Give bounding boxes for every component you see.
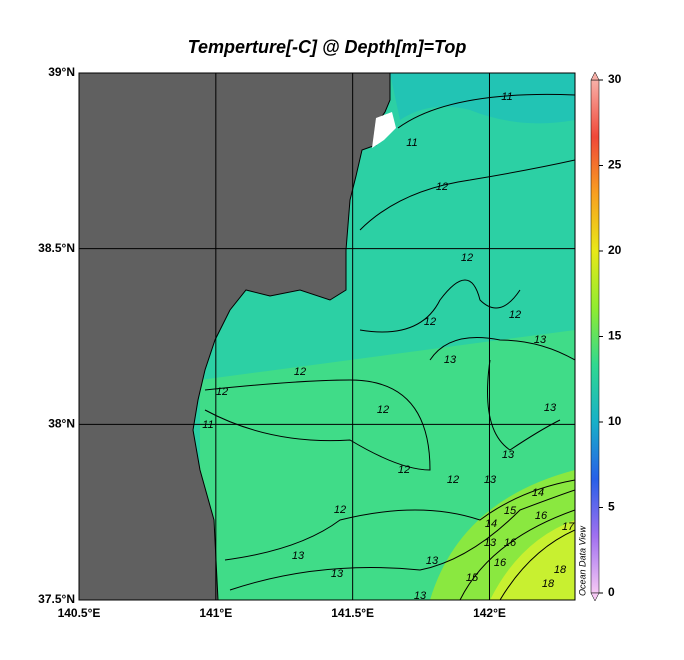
contour-label: 15 [466,572,479,584]
contour-label: 11 [406,137,417,149]
contour-label: 13 [414,590,427,602]
contour-label: 16 [535,510,548,522]
y-tick-label: 38.5°N [38,241,75,255]
colorbar-tick-label: 5 [608,500,615,514]
contour-line [229,489,575,591]
x-tick-label: 141°E [199,606,232,620]
contour-label: 13 [484,537,497,549]
contour-label: 15 [504,505,517,517]
colorbar-tick-label: 20 [608,243,622,257]
y-tick-label: 39°N [48,65,75,79]
contour-label: 13 [444,354,457,366]
y-tick-label: 38°N [48,417,75,431]
colorbar-min-arrow [590,592,600,602]
colorbar [590,79,600,594]
warmest-water [490,520,575,600]
colorbar-tick-label: 25 [608,158,622,172]
colorbar-tick-label: 15 [608,329,622,343]
contour-line [487,359,561,451]
contour-label: 14 [485,518,497,530]
colorbar-tick-label: 30 [608,72,622,86]
contour-label: 13 [544,402,557,414]
contour-line [204,379,431,471]
contour-label: 12 [294,366,306,378]
contour-label: 12 [334,504,346,516]
x-tick-label: 142°E [473,606,506,620]
plot-area [79,73,575,600]
contour-label: 12 [424,316,436,328]
contour-label: 14 [532,487,544,499]
contour-line [397,93,575,129]
contour-line [429,337,575,361]
contour-label: 12 [461,252,473,264]
contour-label: 11 [501,91,512,103]
colorbar-max-arrow [590,71,600,81]
contour-label: 12 [216,386,228,398]
contour-label: 18 [554,564,567,576]
watermark: Ocean Data View [577,526,587,596]
contour-label: 13 [484,474,497,486]
colorbar-tick-label: 0 [608,585,615,599]
contour-label: 12 [398,464,410,476]
plot-frame [78,72,576,601]
colorbar-tick-label: 10 [608,414,622,428]
x-tick-label: 140.5°E [58,606,101,620]
contour-label: 13 [292,550,305,562]
contour-label: 16 [494,557,507,569]
contour-label: 13 [426,555,439,567]
x-tick-label: 141.5°E [331,606,374,620]
no-data [372,112,396,148]
contour-line [499,529,575,600]
contour-label: 16 [504,537,517,549]
contour-line [224,479,575,561]
contour-label: 12 [447,474,459,486]
contour-label: 12 [377,404,389,416]
y-tick-label: 37.5°N [38,592,75,606]
contour-line [359,159,575,231]
chart-title: Temperture[-C] @ Depth[m]=Top [188,37,467,57]
contour-label: 13 [331,568,344,580]
contour-label: 17 [562,521,575,533]
contour-line [459,509,575,600]
contour-label: 13 [534,334,547,346]
contour-label: 13 [502,449,515,461]
contour-label: 12 [509,309,521,321]
contour-label: 11 [202,419,213,431]
contour-line [359,279,521,333]
contour-label: 18 [542,578,555,590]
contour-label: 12 [436,181,448,193]
